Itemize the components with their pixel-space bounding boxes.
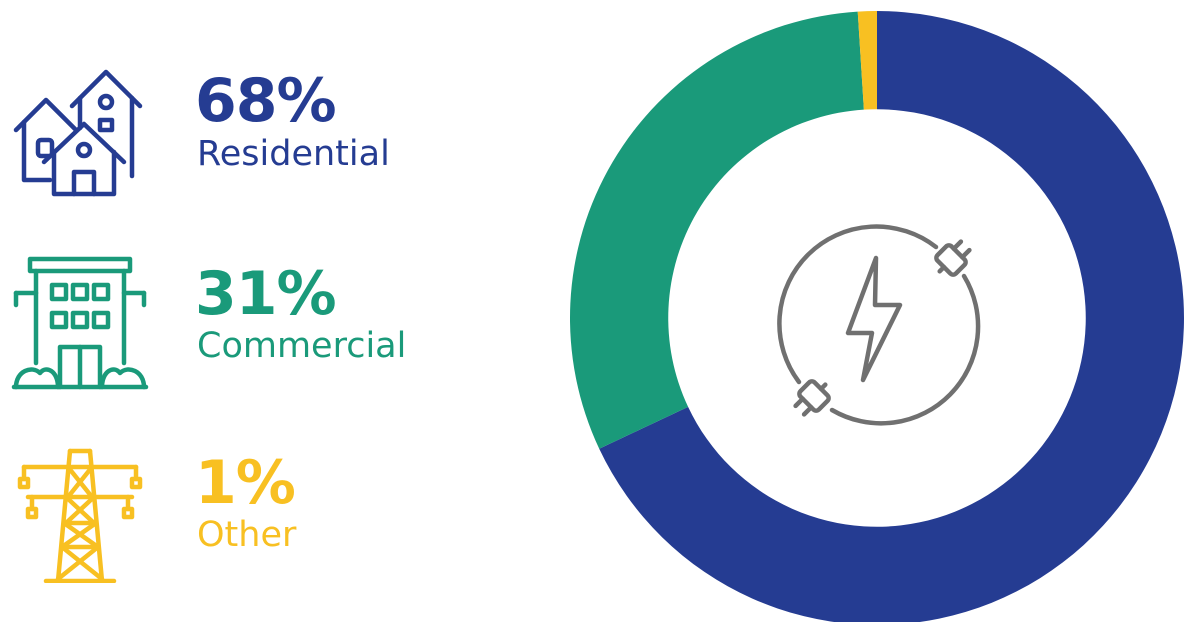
- houses-icon: [10, 58, 150, 198]
- donut-slice-residential: [599, 11, 1184, 622]
- legend-item-other: 1% Other: [0, 440, 560, 590]
- legend-item-residential: 68% Residential: [0, 50, 560, 200]
- power-tower-icon: [10, 443, 150, 583]
- electricity-plug-bolt-icon: [777, 224, 981, 426]
- donut-chart: [570, 11, 1184, 622]
- other-percent: 1%: [195, 448, 296, 518]
- legend-item-commercial: 31% Commercial: [0, 245, 560, 395]
- donut-slice-other: [857, 11, 877, 110]
- commercial-percent: 31%: [195, 259, 337, 329]
- office-building-icon: [10, 253, 150, 393]
- other-label: Other: [197, 515, 297, 555]
- donut-slice-commercial: [570, 11, 864, 449]
- residential-label: Residential: [197, 134, 390, 174]
- residential-percent: 68%: [195, 66, 337, 136]
- commercial-label: Commercial: [197, 326, 407, 366]
